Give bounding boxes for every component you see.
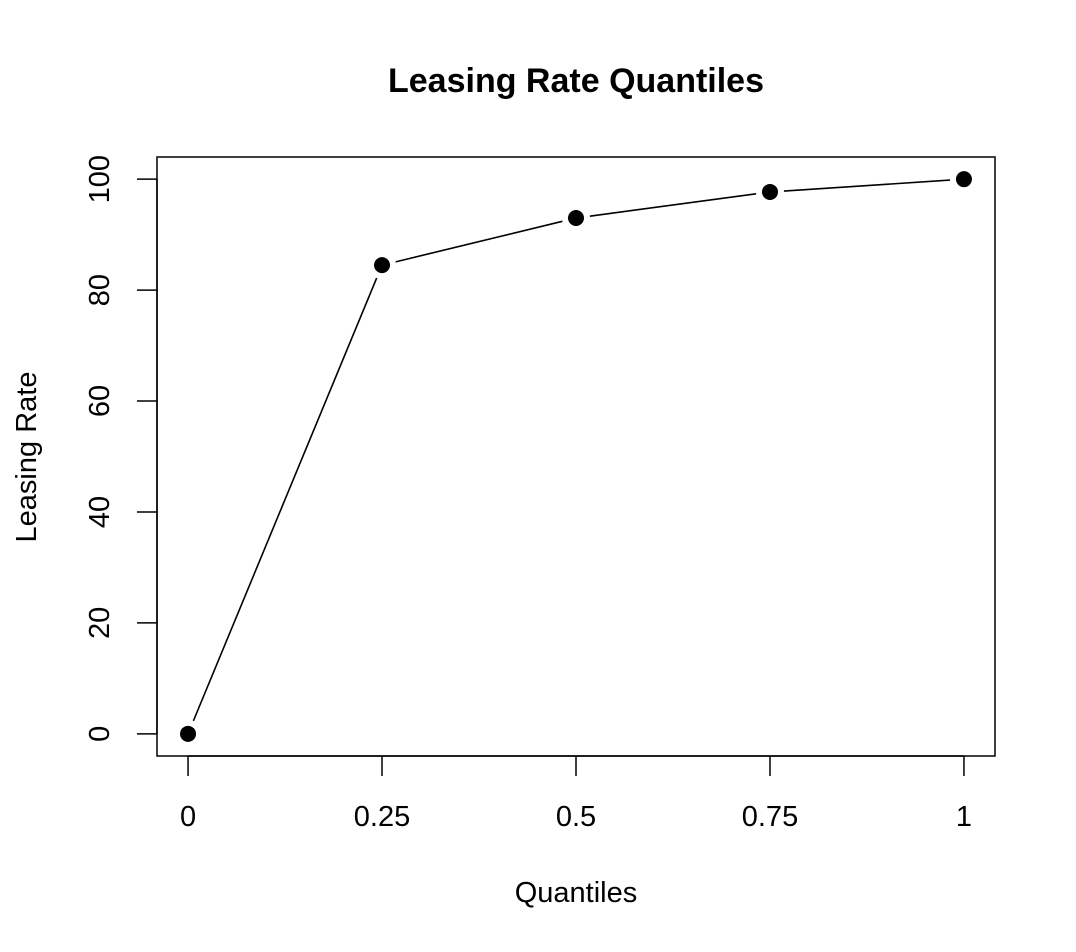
chart-title: Leasing Rate Quantiles	[388, 62, 764, 100]
y-tick-label: 0	[84, 726, 116, 742]
series-line-segment	[395, 220, 563, 263]
series-layer	[180, 171, 972, 742]
y-axis: 0 20 40 60 80 100	[84, 155, 158, 742]
data-point	[955, 171, 972, 188]
y-tick-label: 100	[84, 155, 116, 203]
x-axis: 0 0.25 0.5 0.75 1	[180, 755, 972, 833]
data-point	[180, 725, 197, 742]
y-tick-label: 40	[84, 496, 116, 528]
data-point	[568, 210, 584, 227]
x-tick-label: 0	[180, 801, 196, 833]
data-point	[761, 183, 778, 200]
x-tick-label: 0.25	[354, 801, 410, 833]
y-tick-label: 60	[84, 385, 116, 417]
y-tick-label: 80	[84, 274, 116, 306]
data-point	[374, 257, 391, 274]
y-tick-label: 20	[84, 607, 116, 639]
series-line-segment	[589, 193, 757, 217]
x-tick-label: 0.75	[742, 801, 798, 833]
y-axis-label: Leasing Rate	[11, 372, 43, 543]
x-tick-label: 1	[956, 801, 972, 833]
plot-frame	[156, 156, 996, 757]
x-tick-label: 0.5	[556, 801, 596, 833]
series-line-segment	[192, 277, 378, 722]
series-line-segment	[783, 179, 951, 192]
x-axis-label: Quantiles	[515, 877, 638, 909]
